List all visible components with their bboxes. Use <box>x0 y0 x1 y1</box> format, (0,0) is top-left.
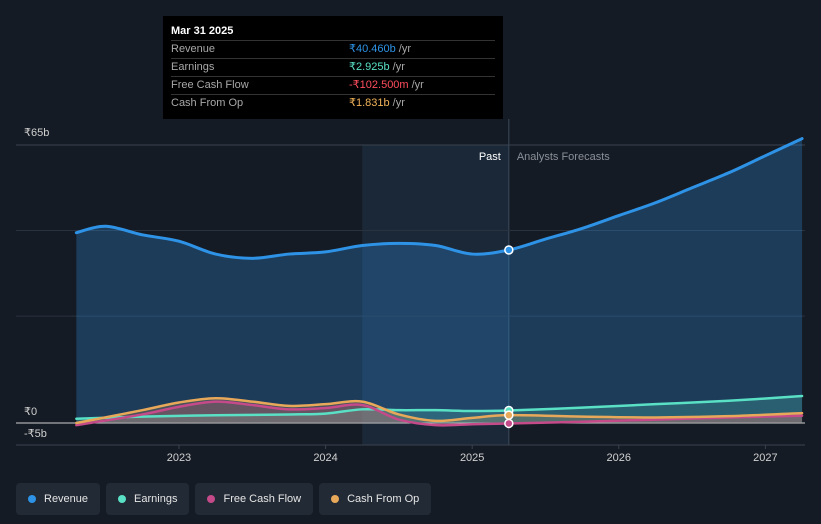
line-free-cash-flow <box>75 400 804 427</box>
forecast-label: Analysts Forecasts <box>517 151 610 163</box>
tooltip-label: Earnings <box>171 61 215 73</box>
tooltip-date: Mar 31 2025 <box>171 24 495 41</box>
legend-item-free-cash-flow[interactable]: Free Cash Flow <box>195 483 314 515</box>
tooltip-value: -₹102.500m <box>349 79 409 91</box>
x-tick-label: 2023 <box>167 452 191 464</box>
hover-markers <box>504 245 514 429</box>
tooltip-row-cash-from-op: Cash From Op ₹1.831b /yr <box>171 95 495 112</box>
legend-item-cash-from-op[interactable]: Cash From Op <box>319 483 432 515</box>
legend-dot-icon <box>331 495 340 503</box>
y-tick-label: ₹65b <box>24 127 49 139</box>
x-tick-label: 2025 <box>460 452 484 464</box>
tooltip-value: ₹40.460b <box>349 43 396 55</box>
y-axis: ₹65b ₹0 -₹5b <box>24 127 49 440</box>
past-region <box>362 119 510 445</box>
tooltip-row-revenue: Revenue ₹40.460b /yr <box>171 41 495 59</box>
tooltip-unit: /yr <box>411 79 424 91</box>
past-band <box>362 145 509 445</box>
legend-dot-icon <box>28 495 36 503</box>
legend-label: Revenue <box>44 493 89 505</box>
y-tick-label: -₹5b <box>24 428 47 440</box>
line-earnings <box>75 394 804 420</box>
tooltip-value: ₹1.831b <box>349 97 390 109</box>
legend-dot-icon <box>207 495 216 503</box>
legend-dot-icon <box>118 495 127 503</box>
legend-label: Cash From Op <box>347 493 420 505</box>
area-revenue <box>76 138 803 424</box>
line-revenue <box>74 137 804 260</box>
area-free-cash-flow <box>76 401 803 426</box>
tooltip-row-earnings: Earnings ₹2.925b /yr <box>171 59 495 77</box>
tooltip-value: ₹2.925b <box>349 61 390 73</box>
series-lines <box>74 137 804 427</box>
marker-revenue <box>504 245 514 255</box>
tooltip-unit: /yr <box>392 97 405 109</box>
tooltip-unit: /yr <box>392 61 405 73</box>
chart: ₹65b ₹0 -₹5b 2023 2024 2025 2026 2027 Past Ana… <box>16 119 805 464</box>
legend: Revenue Earnings Free Cash Flow Cash Fro… <box>16 483 432 515</box>
x-tick-label: 2026 <box>607 452 631 464</box>
tooltip: Mar 31 2025 Revenue ₹40.460b /yr Earning… <box>163 16 503 119</box>
marker-free-cash-flow <box>504 418 514 429</box>
tooltip-label: Free Cash Flow <box>171 79 249 91</box>
y-tick-label: ₹0 <box>24 406 37 418</box>
legend-item-earnings[interactable]: Earnings <box>106 483 190 515</box>
legend-label: Free Cash Flow <box>223 493 302 505</box>
area-cash-from-op <box>76 398 803 423</box>
x-axis: 2023 2024 2025 2026 2027 <box>167 445 778 464</box>
legend-label: Earnings <box>134 493 178 505</box>
legend-item-revenue[interactable]: Revenue <box>16 483 101 515</box>
line-cash-from-op <box>75 396 804 425</box>
marker-cash-from-op <box>504 410 514 420</box>
region-labels: Past Analysts Forecasts <box>479 151 610 163</box>
x-tick-label: 2024 <box>313 452 337 464</box>
past-label: Past <box>479 151 501 163</box>
tooltip-label: Cash From Op <box>171 97 244 109</box>
tooltip-label: Revenue <box>171 43 216 55</box>
tooltip-row-free-cash-flow: Free Cash Flow -₹102.500m /yr <box>171 77 495 95</box>
tooltip-unit: /yr <box>398 43 411 55</box>
x-tick-label: 2027 <box>753 452 777 464</box>
